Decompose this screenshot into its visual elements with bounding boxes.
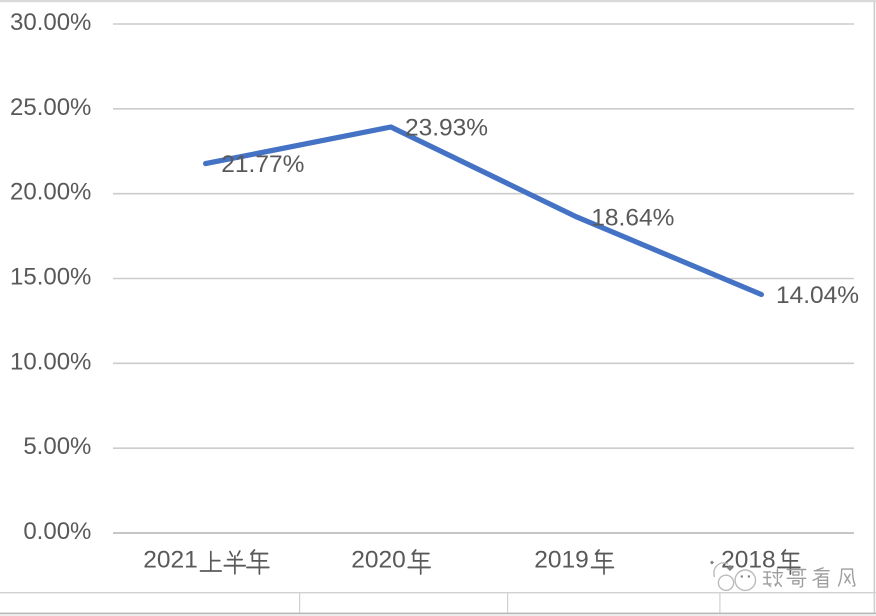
- svg-text:30.00%: 30.00%: [10, 9, 91, 36]
- svg-text:14.04%: 14.04%: [776, 282, 859, 309]
- svg-text:23.93%: 23.93%: [405, 115, 488, 142]
- svg-text:10.00%: 10.00%: [10, 348, 91, 375]
- svg-text:5.00%: 5.00%: [23, 433, 91, 460]
- svg-text:0.00%: 0.00%: [23, 518, 91, 545]
- svg-text:20.00%: 20.00%: [10, 179, 91, 206]
- svg-text:15.00%: 15.00%: [10, 264, 91, 291]
- svg-text:18.64%: 18.64%: [591, 204, 674, 231]
- svg-text:21.77%: 21.77%: [221, 151, 304, 178]
- svg-text:2019: 2019: [534, 547, 589, 574]
- svg-text:25.00%: 25.00%: [10, 94, 91, 121]
- svg-text:2021: 2021: [143, 547, 198, 574]
- svg-text:2020: 2020: [351, 547, 406, 574]
